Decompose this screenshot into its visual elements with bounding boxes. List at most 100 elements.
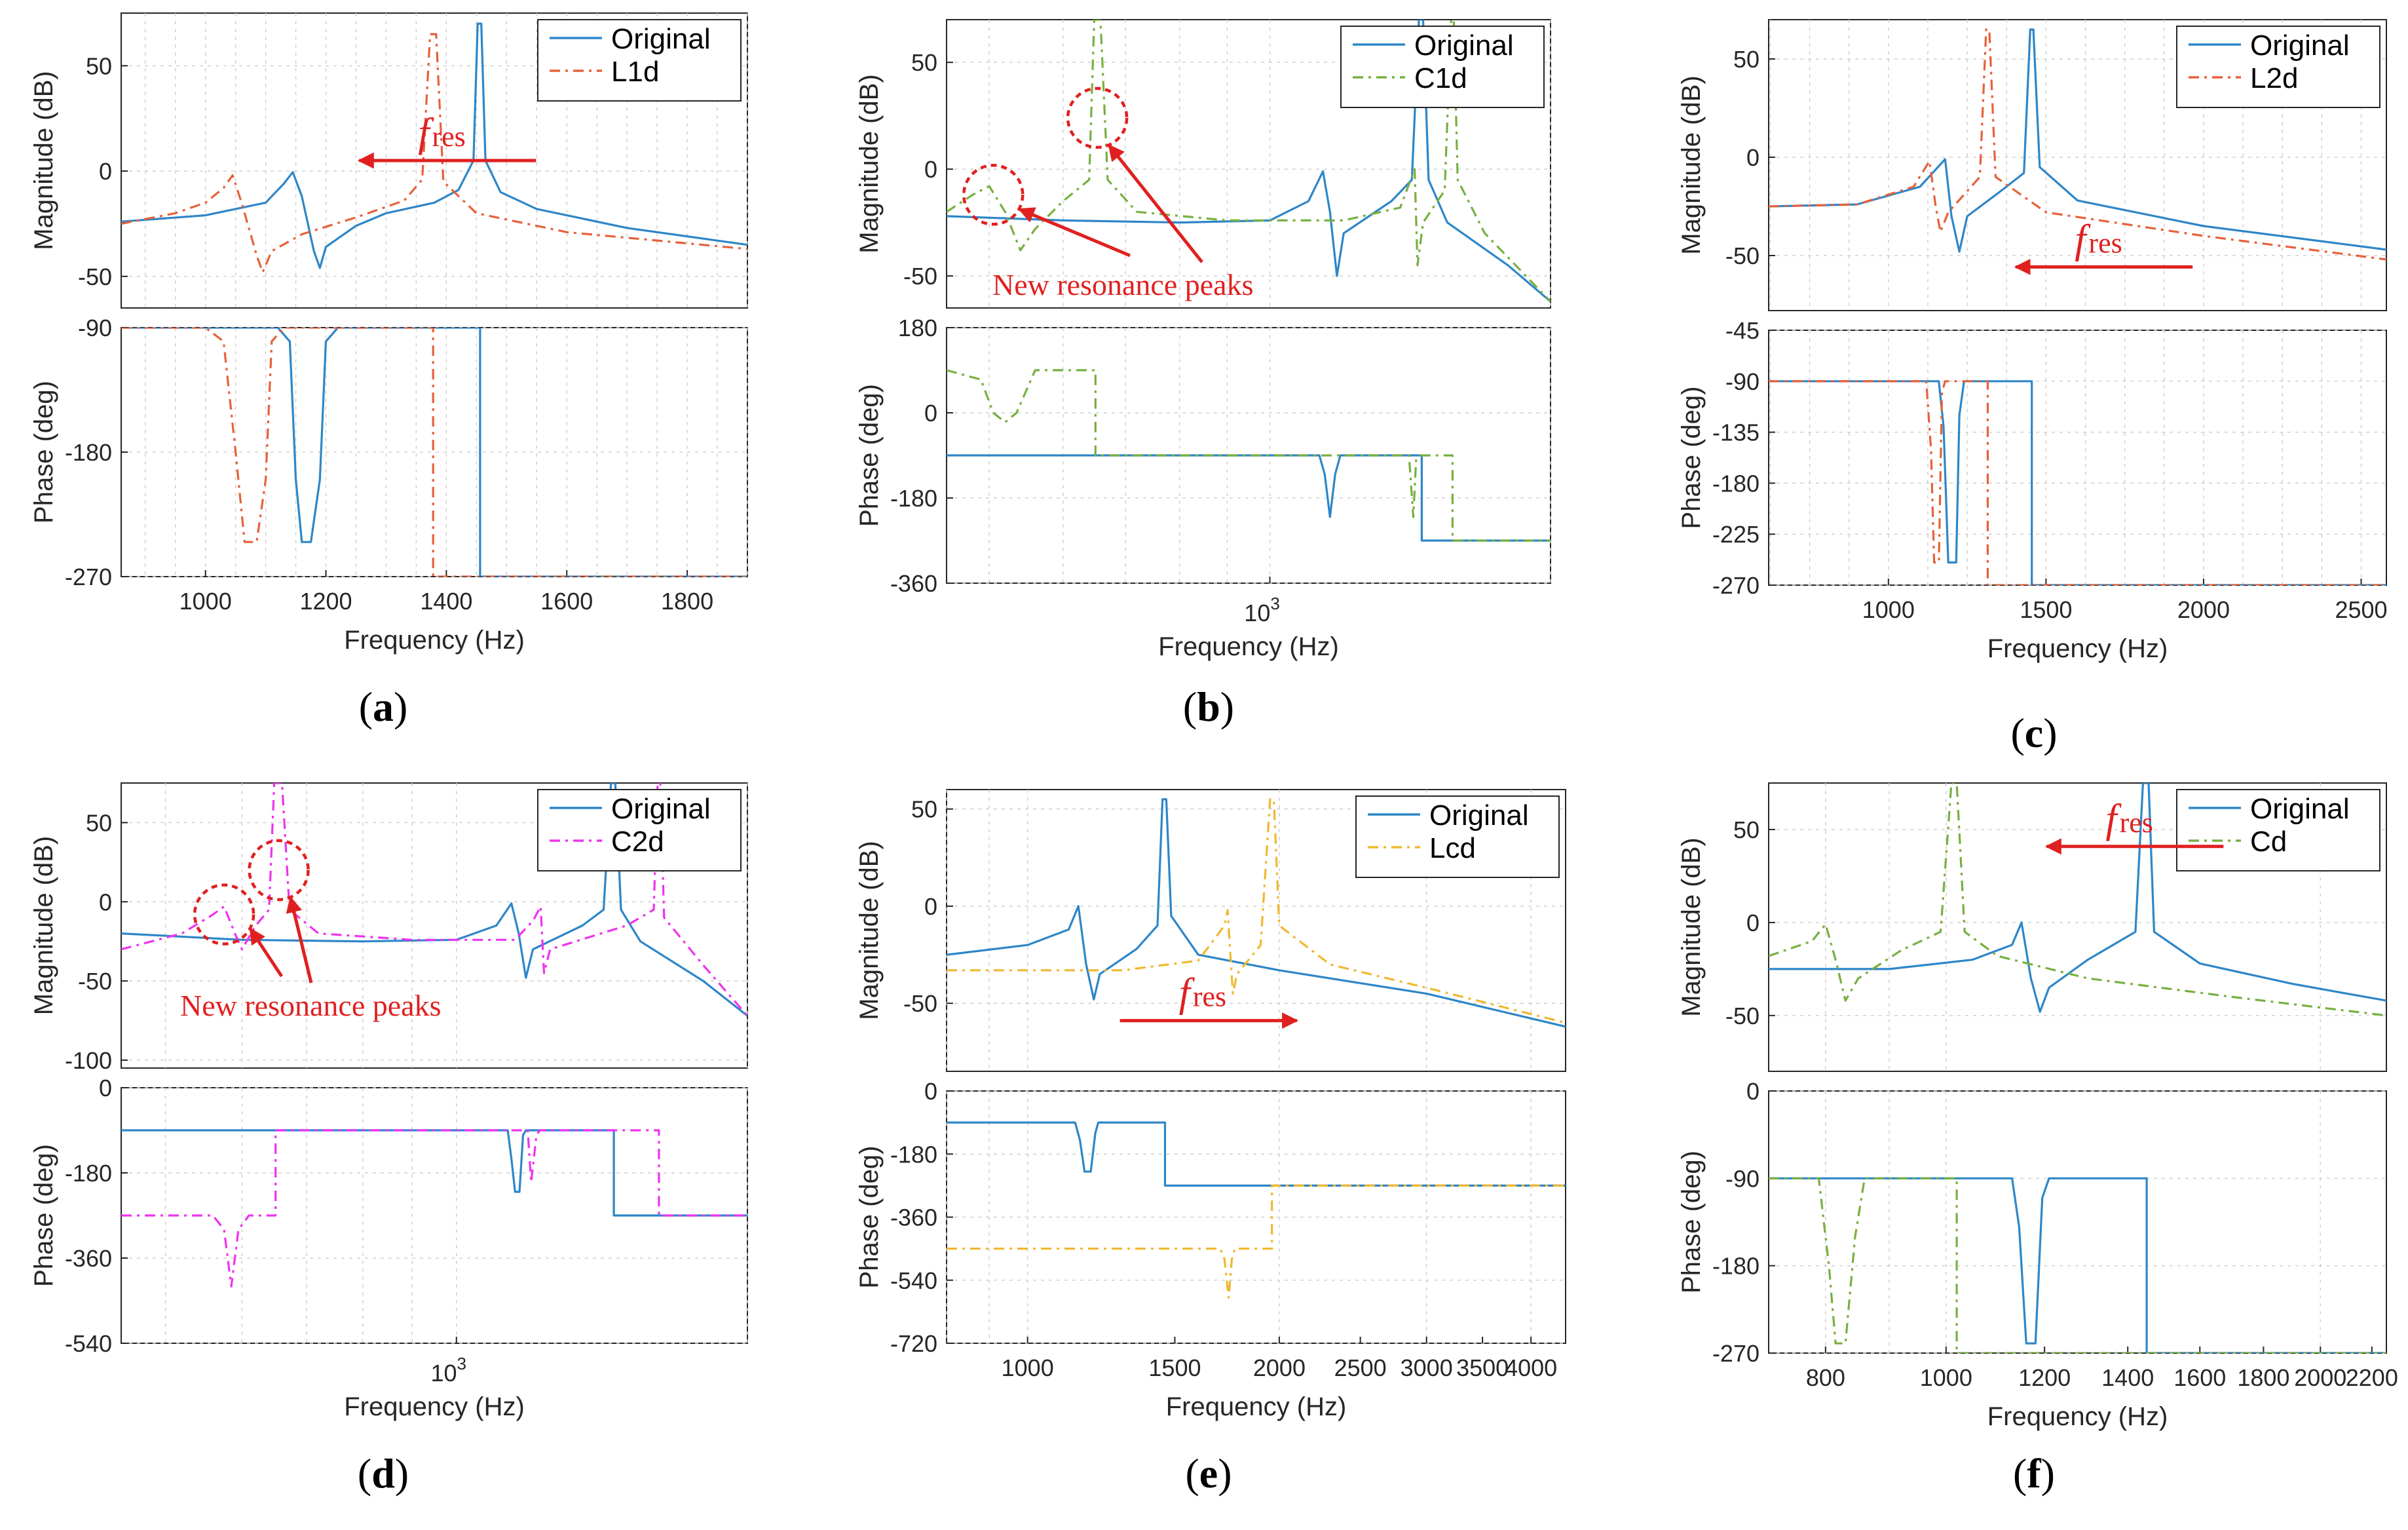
legend-box [1355, 795, 1560, 878]
y-tick-label: -180 [65, 439, 112, 466]
peak-arrow [249, 927, 284, 978]
y-tick-label: -90 [1725, 1165, 1759, 1192]
y-tick-label: 50 [86, 809, 112, 836]
panel-f: -50 0 50 Magnitude (dB) -270 -180 -90 0 Phase (d… [1677, 782, 2398, 1497]
phase-axes-frame [1768, 330, 2387, 586]
magnitude-axis-label: Magnitude (dB) [855, 74, 884, 253]
phase-axes-frame [121, 327, 748, 577]
legend-label-original: Original [2250, 793, 2350, 825]
fres-subscript: res [2088, 227, 2122, 259]
legend-label-original: Original [611, 793, 711, 825]
panel-label: (c) [2010, 710, 2057, 756]
y-tick-label: 0 [1746, 144, 1759, 171]
panel-paren: ) [395, 1450, 409, 1497]
y-tick-label: -50 [1725, 242, 1759, 269]
panel-d: -100 -50 0 50 Magnitude (dB) -540 -360 -180 0 Pha… [29, 782, 748, 1497]
x-tick-label: 1600 [2173, 1364, 2226, 1391]
magnitude-line-original [121, 22, 747, 269]
magnitude-axis-label: Magnitude (dB) [855, 841, 884, 1020]
panel-letter: b [1197, 683, 1220, 730]
legend-box [537, 789, 742, 871]
frequency-axis-label: Frequency (Hz) [1166, 1392, 1347, 1421]
phase-line-lcd [947, 1184, 1566, 1299]
magnitude-line-original [121, 783, 747, 1017]
phase-axes: -720 -540 -360 -180 0 Phase (deg) [855, 1078, 1566, 1357]
peak-arrow [1108, 143, 1203, 263]
y-tick-label: 180 [898, 315, 937, 341]
x-tick-label: 2200 [2346, 1364, 2398, 1391]
new-peaks-annotation: New resonance peaks [180, 839, 441, 1022]
x-tick-label: 2500 [1334, 1354, 1387, 1381]
y-tick-label: -360 [890, 1204, 937, 1231]
fres-subscript: res [2120, 807, 2153, 839]
panel-label: (a) [359, 683, 408, 730]
legend-label-original: Original [2250, 29, 2350, 62]
y-tick-label: 0 [924, 156, 937, 183]
y-tick-label: 0 [99, 889, 112, 915]
panel-b: -50 0 50 Magnitude (dB) -360 -180 0 180 Phase (d… [855, 19, 1551, 730]
panel-letter: a [373, 683, 394, 730]
panel-label: (f) [2013, 1450, 2055, 1497]
phase-axis-label: Phase (deg) [855, 1146, 884, 1289]
x-tick-label: 1400 [2101, 1364, 2154, 1391]
y-tick-label: -50 [78, 263, 112, 290]
y-tick-label: 0 [99, 1075, 112, 1101]
peak-circle [1066, 86, 1129, 149]
y-tick-label: -540 [65, 1330, 112, 1357]
fres-annotation: fres [357, 111, 536, 169]
y-tick-label: -360 [890, 570, 937, 597]
phase-axis-label: Phase (deg) [1677, 1151, 1706, 1293]
frequency-axis-label: Frequency (Hz) [344, 1392, 525, 1421]
panel-letter: d [371, 1450, 395, 1497]
legend-label-original: Original [611, 23, 711, 55]
x-tick-label: 1000 [1920, 1364, 1972, 1391]
frequency-axis-label: Frequency (Hz) [1987, 1402, 2168, 1431]
phase-line-original [121, 328, 747, 577]
y-tick-label: -270 [65, 564, 112, 590]
y-tick-label: -180 [1712, 470, 1759, 497]
y-tick-label: -360 [65, 1245, 112, 1272]
panel-label: (b) [1183, 683, 1234, 730]
x-tick-label: 2000 [2294, 1364, 2346, 1391]
panel-label: (e) [1185, 1450, 1232, 1497]
phase-axis-label: Phase (deg) [1677, 387, 1706, 529]
y-tick-label: 50 [1733, 46, 1759, 73]
phase-line-c1d [947, 369, 1551, 542]
magnitude-line-l2d [1769, 28, 2386, 261]
y-tick-label: -90 [78, 315, 112, 341]
x-tick-exponent: 3 [457, 1354, 466, 1373]
phase-line-l2d [1769, 380, 2386, 585]
legend-label-c2d: C2d [611, 826, 664, 858]
phase-line-original [947, 1121, 1566, 1187]
x-tick-label: 1400 [420, 588, 472, 615]
y-tick-label: -180 [1712, 1253, 1759, 1280]
y-tick-label: 50 [911, 49, 937, 76]
x-tick-label: 103 [1244, 594, 1280, 626]
phase-axes: -270 -180 -90 Phase (deg) [29, 315, 748, 590]
fres-subscript: res [1193, 981, 1226, 1013]
legend-label-c1d: C1d [1414, 62, 1467, 94]
legend-label-original: Original [1429, 799, 1529, 832]
phase-line-l1d [121, 328, 747, 577]
x-tick-exponent: 3 [1270, 594, 1279, 613]
y-tick-label: -50 [78, 968, 112, 995]
y-tick-label: -180 [65, 1160, 112, 1187]
y-tick-label: -50 [903, 263, 937, 290]
y-tick-label: -135 [1712, 419, 1759, 446]
y-tick-label: 0 [924, 1078, 937, 1105]
panel-paren: ) [1220, 683, 1234, 730]
y-tick-label: -90 [1725, 368, 1759, 395]
phase-axes: -270 -225 -180 -135 -90 -45 Phase (deg) [1677, 317, 2387, 599]
x-tick-label: 3500 [1456, 1354, 1509, 1381]
x-tick-label: 2000 [2177, 596, 2230, 623]
frequency-axis-label: Frequency (Hz) [344, 626, 525, 655]
phase-axis-label: Phase (deg) [29, 1144, 58, 1287]
legend-box [2176, 789, 2380, 871]
legend-label-lcd: Lcd [1429, 832, 1476, 864]
